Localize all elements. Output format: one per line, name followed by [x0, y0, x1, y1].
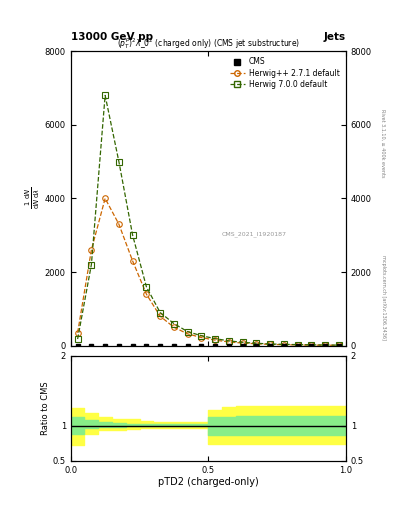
Y-axis label: $\frac{1}{\mathrm{d}N}\frac{\mathrm{d}N}{\mathrm{d}\lambda}$: $\frac{1}{\mathrm{d}N}\frac{\mathrm{d}N}… [24, 187, 42, 209]
Text: Rivet 3.1.10, ≥ 400k events: Rivet 3.1.10, ≥ 400k events [381, 109, 386, 178]
Text: 13000 GeV pp: 13000 GeV pp [71, 32, 153, 42]
Y-axis label: Ratio to CMS: Ratio to CMS [41, 381, 50, 435]
Text: Jets: Jets [324, 32, 346, 42]
X-axis label: pTD2 (charged-only): pTD2 (charged-only) [158, 477, 259, 487]
Legend: CMS, Herwig++ 2.7.1 default, Herwig 7.0.0 default: CMS, Herwig++ 2.7.1 default, Herwig 7.0.… [228, 55, 342, 91]
Text: CMS_2021_I1920187: CMS_2021_I1920187 [222, 231, 287, 237]
Text: mcplots.cern.ch [arXiv:1306.3436]: mcplots.cern.ch [arXiv:1306.3436] [381, 254, 386, 339]
Title: $(p_T^p)^2\lambda\_0^2$ (charged only) (CMS jet substructure): $(p_T^p)^2\lambda\_0^2$ (charged only) (… [117, 36, 300, 51]
